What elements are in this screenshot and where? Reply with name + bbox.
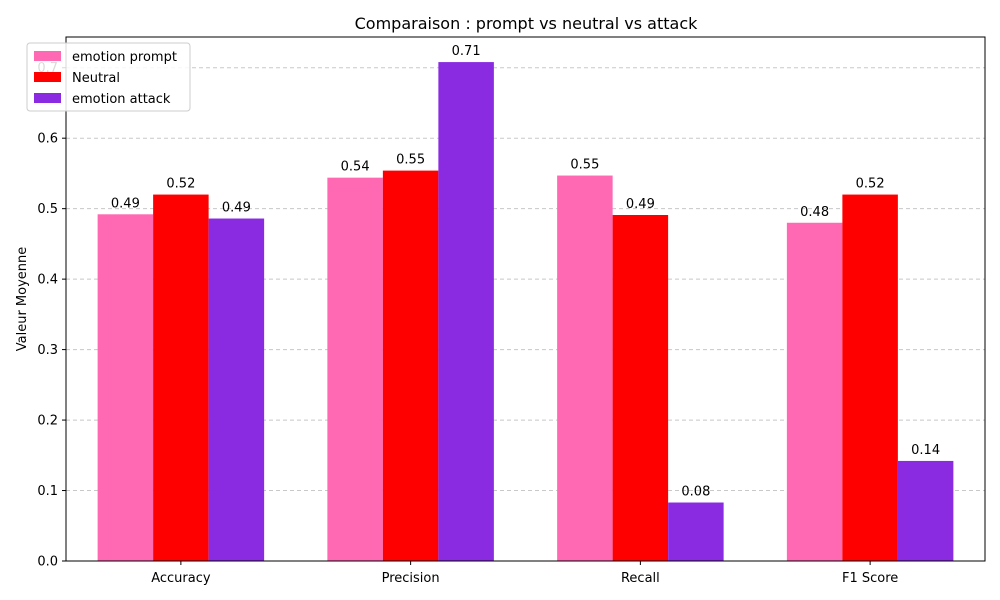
- y-tick-label: 0.6: [37, 132, 58, 147]
- bar: [897, 460, 954, 561]
- y-tick-label: 0.3: [37, 343, 58, 358]
- data-label: 0.71: [452, 44, 481, 59]
- y-tick-label: 0.2: [37, 414, 58, 429]
- legend: emotion prompt Neutral emotion attack: [26, 42, 191, 112]
- bar: [786, 222, 843, 561]
- bar: [208, 218, 265, 561]
- bars: [97, 62, 954, 562]
- y-tick-label: 0.5: [37, 202, 58, 217]
- y-tick-label: 0.0: [37, 555, 58, 570]
- data-label: 0.14: [911, 443, 940, 458]
- bar: [97, 214, 154, 561]
- data-label: 0.48: [800, 205, 829, 220]
- data-label: 0.52: [856, 177, 885, 192]
- chart-title: Comparaison : prompt vs neutral vs attac…: [355, 14, 698, 33]
- y-tick-label: 0.4: [37, 273, 58, 288]
- legend-box: [26, 42, 191, 112]
- bar: [382, 170, 439, 562]
- legend-swatch: [34, 72, 61, 82]
- bar: [842, 194, 898, 561]
- bar: [438, 62, 494, 561]
- bar: [612, 215, 669, 562]
- bar: [668, 502, 724, 561]
- legend-label: emotion prompt: [72, 50, 177, 65]
- data-label: 0.08: [681, 485, 710, 500]
- x-tick-label: Recall: [621, 571, 660, 586]
- data-labels: 0.49 0.52 0.49 0.54 0.55 0.71 0.55 0.49 0.08 0.48…: [111, 44, 940, 499]
- legend-swatch: [34, 93, 61, 103]
- x-tick-label: Accuracy: [151, 571, 211, 586]
- data-label: 0.55: [570, 158, 599, 173]
- bar: [557, 175, 613, 561]
- x-axis-ticks: Accuracy Precision Recall F1 Score: [151, 561, 898, 586]
- data-label: 0.49: [626, 197, 655, 212]
- bar: [153, 194, 209, 561]
- x-tick-label: Precision: [382, 571, 440, 586]
- bar: [327, 177, 383, 561]
- y-axis-label: Valeur Moyenne: [15, 247, 30, 352]
- plot-frame: [65, 36, 986, 562]
- data-label: 0.49: [222, 201, 251, 216]
- data-label: 0.52: [166, 177, 195, 192]
- legend-label: emotion attack: [72, 92, 171, 107]
- data-label: 0.54: [341, 160, 370, 175]
- y-tick-label: 0.1: [37, 484, 58, 499]
- data-label: 0.55: [396, 153, 425, 168]
- y-axis-ticks: 0.00.10.20.30.40.50.60.7: [37, 61, 66, 570]
- x-tick-label: F1 Score: [842, 571, 898, 586]
- legend-label: Neutral: [72, 71, 120, 86]
- legend-swatch: [34, 51, 61, 61]
- data-label: 0.49: [111, 196, 140, 211]
